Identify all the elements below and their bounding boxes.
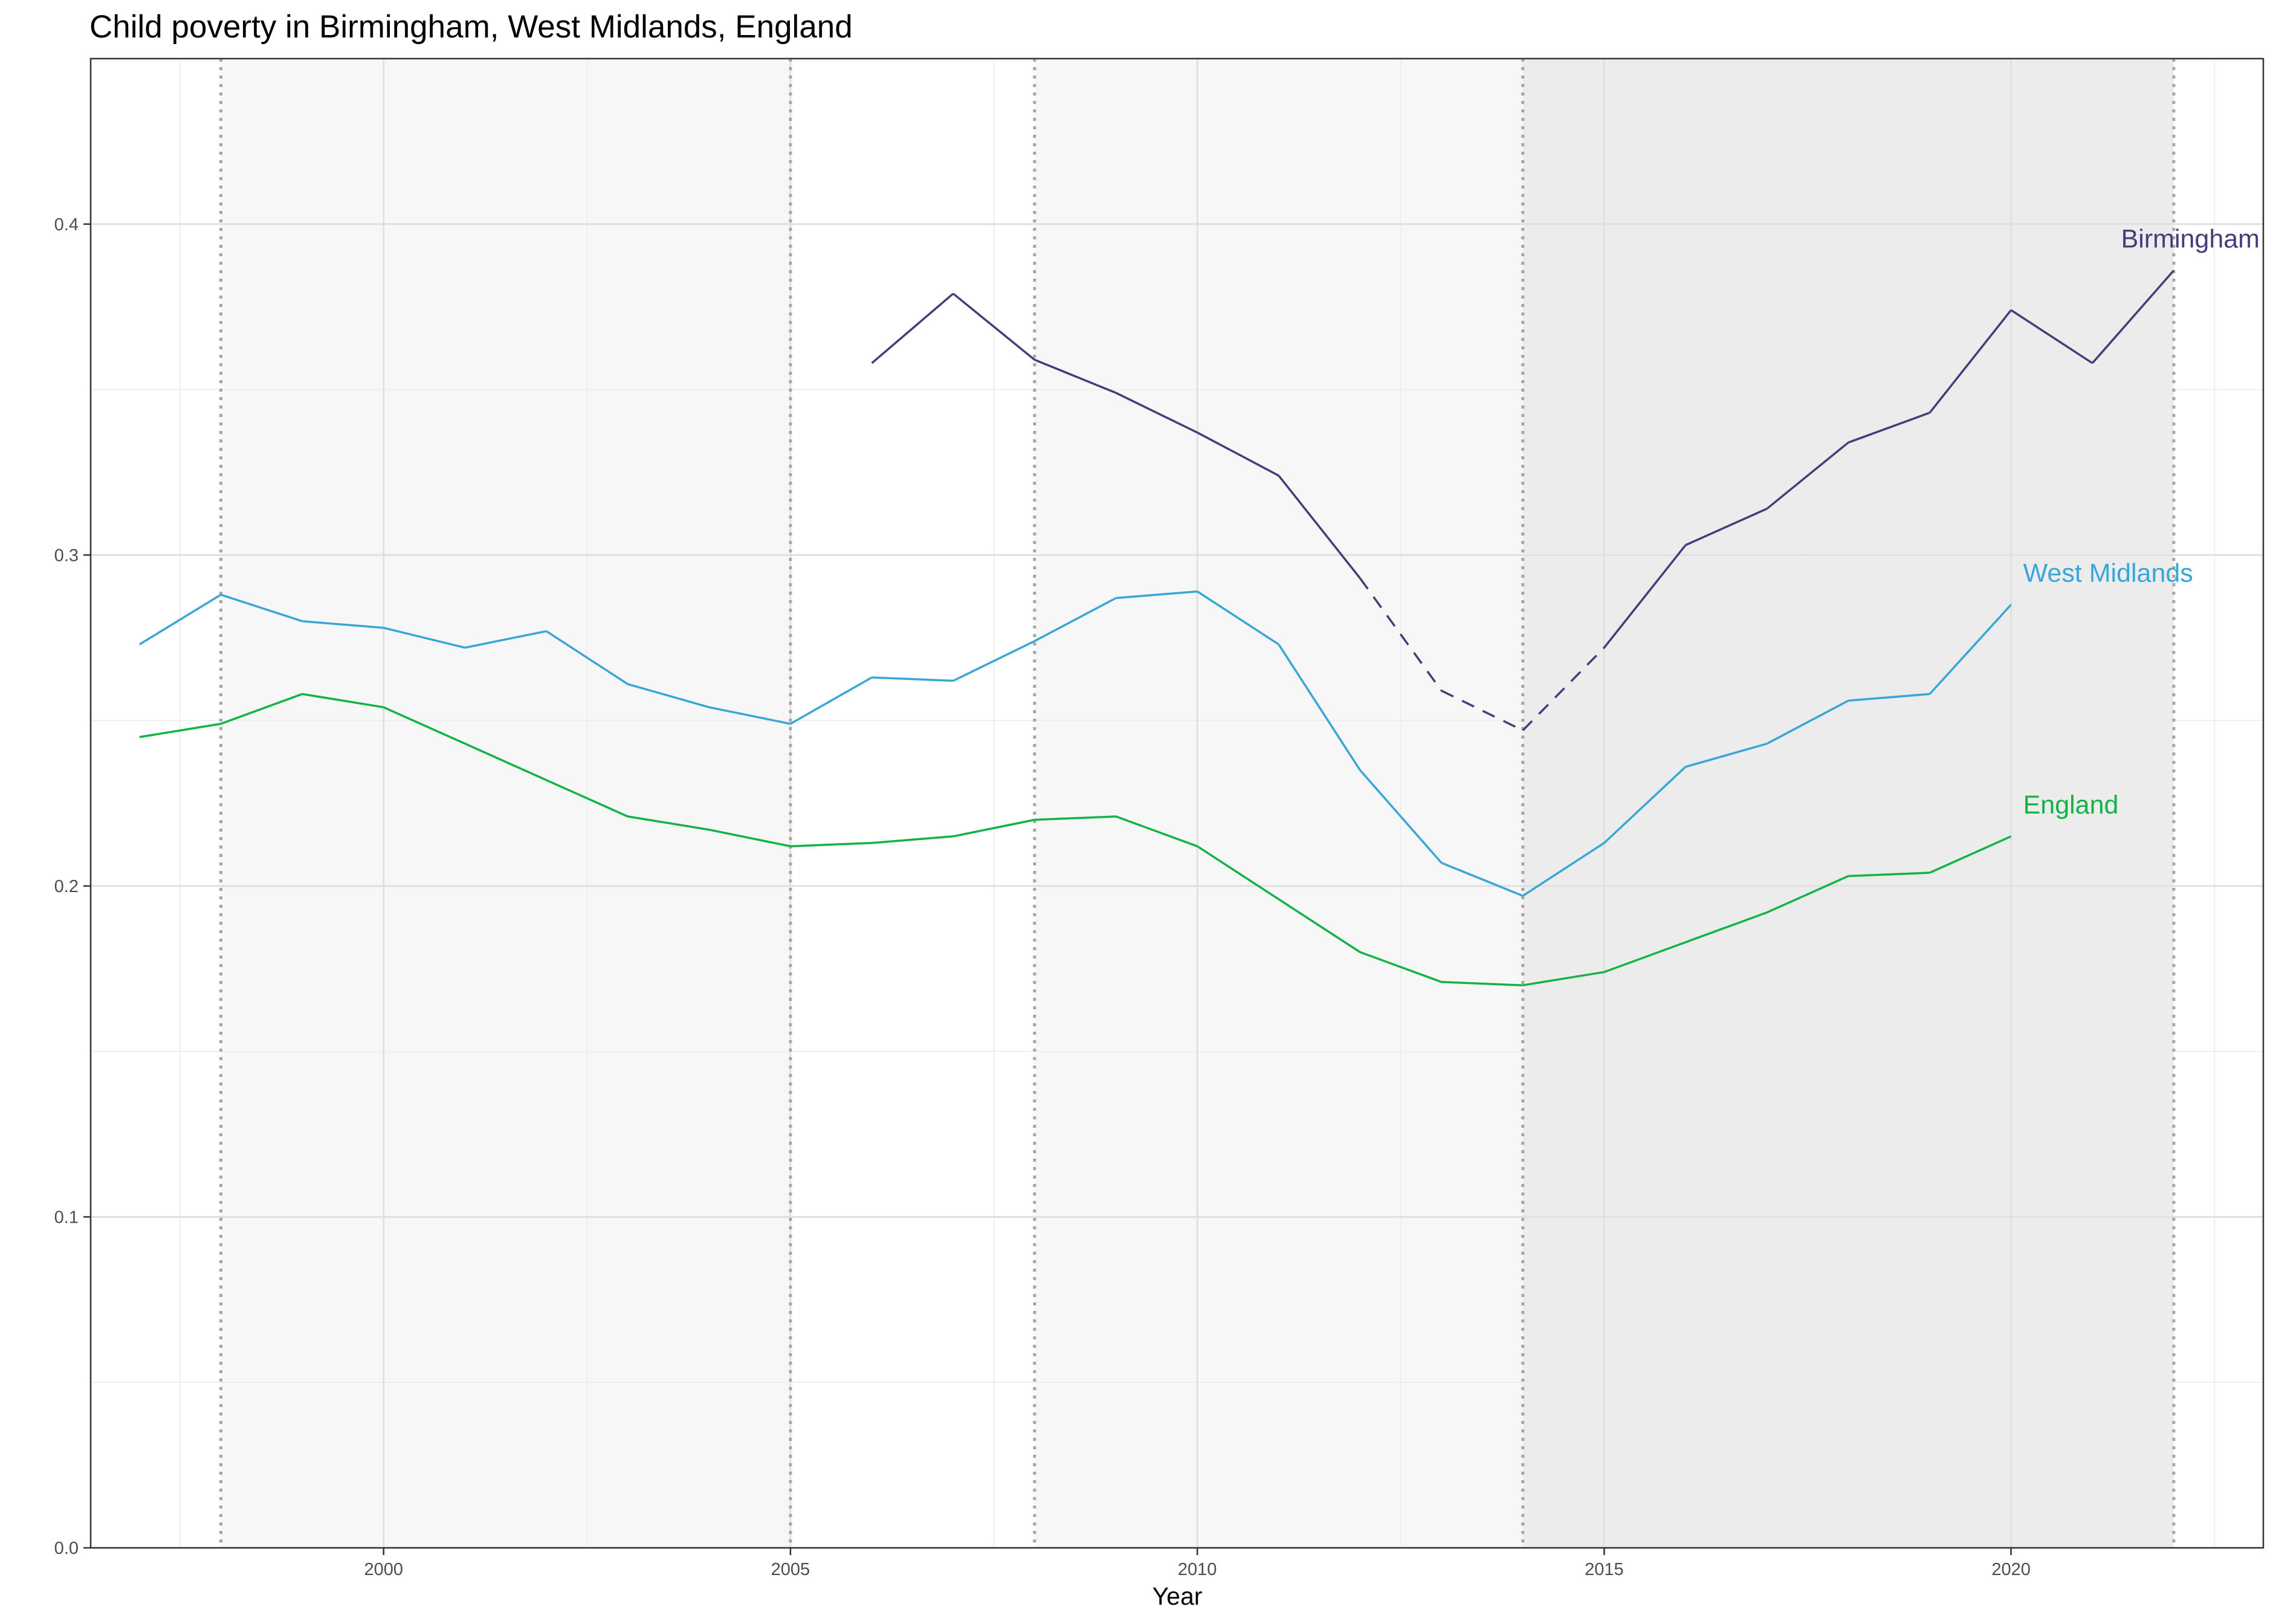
x-axis-title: Year xyxy=(1153,1582,1203,1610)
y-tick-label: 0.3 xyxy=(54,546,79,565)
series-line-west-midlands xyxy=(138,590,2012,897)
x-tick-label: 2010 xyxy=(1178,1560,1217,1579)
y-tick-label: 0.4 xyxy=(54,215,79,235)
x-tick-label: 2015 xyxy=(1585,1560,1624,1579)
series-line-england xyxy=(139,693,2012,986)
x-tick-label: 2005 xyxy=(771,1560,810,1579)
y-axis: 0.0 0.1 0.2 0.3 0.4 xyxy=(54,215,91,1558)
series-label-west-midlands: West Midlands xyxy=(2023,558,2193,587)
series-label-birmingham: Birmingham xyxy=(2121,224,2260,253)
y-tick-label: 0.2 xyxy=(54,877,79,896)
background-band xyxy=(1522,59,2174,1548)
x-tick-label: 2020 xyxy=(1991,1560,2031,1579)
series-line-birmingham-dashed xyxy=(1359,577,1605,732)
series-label-england: England xyxy=(2023,791,2119,820)
background-band xyxy=(790,59,1035,1548)
x-tick-label: 2000 xyxy=(364,1560,403,1579)
chart-title: Child poverty in Birmingham, West Midlan… xyxy=(89,9,853,45)
background-band xyxy=(221,59,790,1548)
series-labels: Birmingham West Midlands England xyxy=(2023,224,2260,819)
series-line-birmingham xyxy=(871,270,2175,649)
plot-panel-border xyxy=(89,57,2265,1549)
vertical-markers xyxy=(219,59,2176,1548)
background-band xyxy=(1034,59,1523,1548)
series-lines xyxy=(138,270,2175,986)
x-axis: 2000 2005 2010 2015 2020 xyxy=(364,1548,2031,1579)
y-tick-label: 0.0 xyxy=(54,1539,79,1558)
y-tick-label: 0.1 xyxy=(54,1208,79,1227)
